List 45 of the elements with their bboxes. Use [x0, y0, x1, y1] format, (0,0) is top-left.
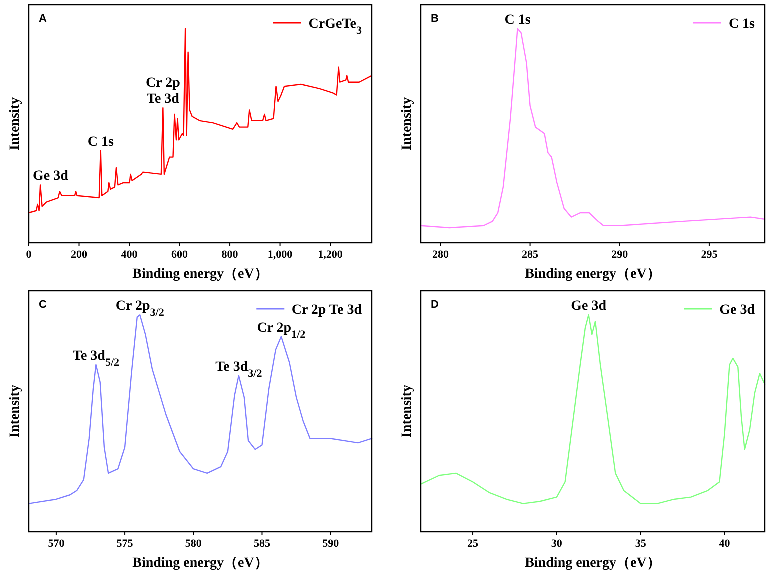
x-tick-label: 30 — [551, 538, 563, 550]
annotation: Ge 3d — [571, 299, 607, 314]
x-axis-title: Binding energy（eV） — [525, 556, 661, 571]
legend-label: Ge 3d — [720, 303, 756, 318]
legend-label: Cr 2p Te 3d — [292, 303, 362, 318]
x-tick-label: 25 — [468, 538, 480, 550]
chart-title: B — [431, 13, 439, 25]
chart-title: A — [39, 13, 47, 25]
annotation: C 1s — [88, 134, 114, 150]
annotation: C 1s — [504, 12, 532, 28]
x-axis-title: Binding energy（eV） — [132, 556, 268, 571]
x-tick-label: 585 — [254, 538, 271, 550]
legend-label: CrGeTe$_{3}$ — [308, 17, 362, 37]
y-axis-title: Intensity — [8, 98, 23, 150]
x-tick-label: 0 — [26, 249, 32, 261]
x-tick-label: 575 — [116, 538, 134, 550]
x-tick-label: 400 — [121, 249, 138, 261]
x-axis-title: Binding energy（eV） — [132, 267, 268, 282]
legend-label: C 1s — [728, 17, 756, 32]
annotation: Cr 2p$_{1/2}$ — [257, 320, 306, 341]
chart-title: C — [39, 299, 47, 311]
annotation: Cr 2p$_{3/2}$ — [116, 299, 165, 320]
x-axis-title: Binding energy（eV） — [525, 267, 661, 282]
annotation: Ge 3d — [33, 169, 69, 184]
x-tick-label: 570 — [48, 538, 66, 550]
x-tick-label: 295 — [701, 249, 718, 261]
x-tick-label: 285 — [522, 249, 540, 261]
x-tick-label: 580 — [185, 538, 202, 550]
y-axis-title: Intensity — [400, 98, 415, 150]
x-tick-label: 200 — [71, 249, 88, 261]
annotation: Cr 2p Te 3d — [146, 76, 181, 108]
x-tick-label: 280 — [432, 249, 450, 261]
x-tick-label: 600 — [172, 249, 189, 261]
y-axis-title: Intensity — [8, 385, 23, 438]
x-tick-label: 800 — [222, 249, 239, 261]
x-tick-label: 40 — [719, 538, 731, 550]
x-tick-label: 290 — [612, 249, 629, 261]
x-tick-label: 590 — [322, 538, 340, 550]
annotation: Te 3d$_{5/2}$ — [72, 348, 120, 369]
x-tick-label: 1,200 — [318, 249, 344, 261]
y-axis-title: Intensity — [400, 385, 415, 438]
annotation: Te 3d$_{3/2}$ — [216, 360, 263, 380]
x-tick-label: 35 — [635, 538, 647, 550]
chart-title: D — [431, 299, 439, 311]
x-tick-label: 1,000 — [268, 249, 294, 261]
